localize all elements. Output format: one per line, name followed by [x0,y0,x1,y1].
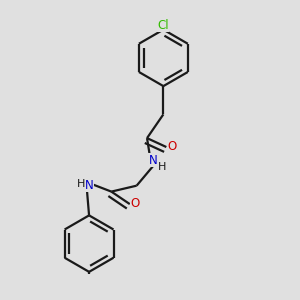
Text: Cl: Cl [158,19,169,32]
Text: O: O [168,140,177,153]
Text: N: N [148,154,157,166]
Text: H: H [76,179,85,189]
Text: O: O [130,197,140,210]
Text: N: N [85,179,94,192]
Text: H: H [158,162,166,172]
